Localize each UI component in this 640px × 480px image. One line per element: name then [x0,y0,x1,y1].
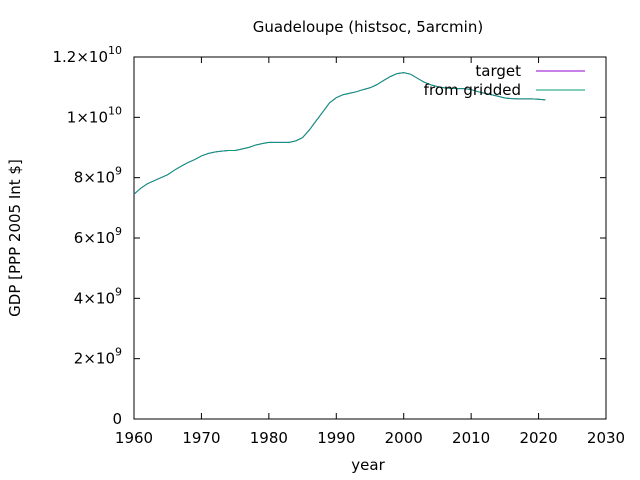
plot-frame [133,56,607,420]
axis-ticks: 1960 1970 1980 1990 2000 2010 2020 203002×1094×… [52,44,625,447]
y-tick-mantissa: 1×10 [67,108,108,126]
y-tick-exponent: 9 [115,346,122,359]
x-tick-label: 1990 [317,429,355,447]
y-tick-mantissa: 0 [112,410,122,428]
x-axis-label: year [351,456,385,474]
x-tick-label: 2010 [452,429,490,447]
y-tick-mantissa: 6×10 [74,229,115,247]
x-tick-label: 2020 [519,429,557,447]
y-tick-exponent: 10 [108,104,122,117]
y-tick-label: 0 [112,410,122,428]
y-tick-mantissa: 1.2×10 [52,48,108,66]
legend-label: target [475,62,521,80]
chart-title: Guadeloupe (histsoc, 5arcmin) [253,18,483,36]
x-tick-label: 1980 [250,429,288,447]
y-tick-exponent: 9 [115,165,122,178]
x-tick-label: 2030 [587,429,625,447]
y-tick-label: 6×109 [74,225,122,247]
y-tick-label: 1.2×1010 [52,44,122,66]
y-axis-label: GDP [PPP 2005 Int $] [6,159,24,317]
y-tick-exponent: 10 [108,44,122,57]
x-tick-label: 1970 [182,429,220,447]
legend-label: from gridded [424,81,521,99]
y-tick-mantissa: 2×10 [74,350,115,368]
y-tick-exponent: 9 [115,225,122,238]
y-tick-mantissa: 8×10 [74,169,115,187]
y-tick-label: 2×109 [74,346,122,368]
y-tick-label: 1×1010 [67,104,122,126]
y-tick-mantissa: 4×10 [74,289,115,307]
series-line-from-gridded [133,72,546,195]
y-tick-exponent: 9 [115,285,122,298]
y-tick-label: 8×109 [74,165,122,187]
y-tick-label: 4×109 [74,285,122,307]
x-tick-label: 2000 [385,429,423,447]
x-tick-label: 1960 [115,429,153,447]
series-lines [133,72,546,195]
